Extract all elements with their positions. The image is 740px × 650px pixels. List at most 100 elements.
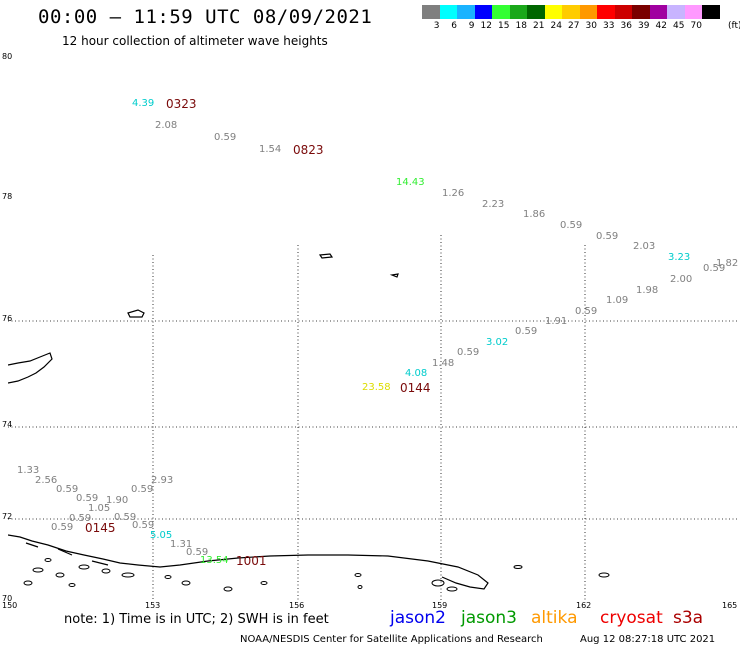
color-scale-swatch	[457, 5, 475, 19]
color-scale-tick: 18	[515, 21, 527, 31]
color-scale-unit: (ft)	[728, 21, 740, 31]
lon-label-156: 156	[289, 601, 305, 610]
color-scale-swatch	[579, 5, 597, 19]
swh-label: 2.56	[35, 475, 58, 486]
legend-s3a: s3a	[673, 608, 704, 628]
swh-label: 4.08	[405, 368, 428, 379]
swh-label: 1.82	[716, 258, 739, 269]
color-scale-swatch	[474, 5, 492, 19]
swh-label: 13.54	[200, 555, 229, 566]
swh-label: 0.59	[457, 347, 480, 358]
color-scale-tick: 27	[568, 21, 580, 31]
swh-label: 3.23	[668, 252, 691, 263]
color-scale-tick: 24	[550, 21, 562, 31]
color-scale-tick: 70	[690, 21, 702, 31]
swh-label: 1.98	[636, 285, 659, 296]
swh-label: 2.08	[155, 120, 178, 131]
lat-label-80: 80	[2, 52, 13, 61]
swh-label: 0.59	[575, 306, 598, 317]
color-scale-tick: 33	[603, 21, 615, 31]
swh-label: 1.31	[170, 539, 193, 550]
coastline	[8, 253, 489, 590]
color-scale-tick: 6	[451, 21, 457, 31]
lon-label-150: 150	[2, 601, 18, 610]
color-scale-tick: 42	[655, 21, 667, 31]
pass-time-label: 1001	[236, 554, 267, 568]
lat-label-78: 78	[2, 192, 13, 201]
units-note: note: 1) Time is in UTC; 2) SWH is in fe…	[64, 612, 329, 627]
color-scale-swatch	[597, 5, 615, 19]
swh-label: 2.23	[482, 199, 505, 210]
color-scale-tick: 3	[433, 21, 440, 31]
swh-label: 0.59	[76, 493, 99, 504]
pass-time-label: 0145	[85, 521, 116, 535]
color-scale-swatch	[562, 5, 580, 19]
small-islands	[23, 558, 610, 592]
swh-label: 0.59	[186, 547, 209, 558]
color-scale-swatch	[684, 5, 702, 19]
swh-label: 2.00	[670, 274, 693, 285]
legend-altika: altika	[531, 608, 578, 628]
swh-label: 0.59	[114, 512, 137, 523]
pass-time-label: 0144	[400, 381, 431, 395]
color-scale-tick: 36	[620, 21, 632, 31]
color-scale-ticks: 3 6 9 12 15 18 21 24 27 30 33 36 39 42 45 70	[422, 21, 702, 31]
swh-label: 0.59	[69, 513, 92, 524]
swh-label: 2.93	[151, 475, 174, 486]
color-scale-tick: 21	[533, 21, 545, 31]
lon-label-159: 159	[432, 601, 448, 610]
swh-label: 1.90	[106, 495, 129, 506]
color-scale-swatch	[632, 5, 650, 19]
legend-jason2: jason2	[390, 608, 446, 628]
color-scale-tick: 15	[498, 21, 510, 31]
color-scale-swatch	[422, 5, 440, 19]
map-subtitle: 12 hour collection of altimeter wave hei…	[62, 34, 328, 48]
color-scale-tick: 30	[585, 21, 597, 31]
swh-label: 0.59	[515, 326, 538, 337]
swh-label: 0.59	[703, 263, 726, 274]
swh-label: 4.39	[132, 98, 155, 109]
color-scale-swatch	[667, 5, 685, 19]
swh-label: 23.58	[362, 382, 391, 393]
swh-label: 1.09	[606, 295, 629, 306]
legend-cryosat: cryosat	[600, 608, 663, 628]
color-scale-tick: 12	[480, 21, 492, 31]
color-scale-tick: 39	[638, 21, 650, 31]
swh-label: 0.59	[51, 522, 74, 533]
color-scale-swatch	[509, 5, 527, 19]
legend-jason3: jason3	[461, 608, 517, 628]
swh-label: 0.59	[560, 220, 583, 231]
lat-label-74: 74	[2, 420, 13, 429]
swh-label: 5.05	[150, 530, 173, 541]
map-canvas	[8, 235, 738, 600]
swh-label: 1.54	[259, 144, 282, 155]
lat-label-70: 70	[2, 594, 13, 603]
graticule	[8, 235, 738, 600]
lon-label-165: 165	[722, 601, 738, 610]
swh-label: 0.59	[596, 231, 619, 242]
swh-label: 0.59	[56, 484, 79, 495]
pass-time-label: 0323	[166, 97, 197, 111]
color-scale-swatch	[527, 5, 545, 19]
lat-label-76: 76	[2, 314, 13, 323]
swh-label: 0.59	[132, 520, 155, 531]
swh-label: 1.33	[17, 465, 40, 476]
lon-label-153: 153	[145, 601, 161, 610]
swh-label: 1.91	[545, 316, 568, 327]
color-scale-tick: 9	[468, 21, 475, 31]
color-scale-swatch	[492, 5, 510, 19]
swh-label: 1.05	[88, 503, 111, 514]
map-title: 00:00 – 11:59 UTC 08/09/2021	[38, 6, 373, 28]
color-scale-swatch	[614, 5, 632, 19]
generated-timestamp: Aug 12 08:27:18 UTC 2021	[580, 634, 716, 645]
lat-label-72: 72	[2, 512, 13, 521]
swh-label: 0.59	[214, 132, 237, 143]
color-scale-bar	[422, 5, 720, 19]
pass-time-label: 0823	[293, 143, 324, 157]
color-scale-tick: 45	[673, 21, 685, 31]
color-scale-swatch	[649, 5, 667, 19]
color-scale-swatch	[702, 5, 720, 19]
swh-label: 14.43	[396, 177, 425, 188]
color-scale-swatch	[544, 5, 562, 19]
